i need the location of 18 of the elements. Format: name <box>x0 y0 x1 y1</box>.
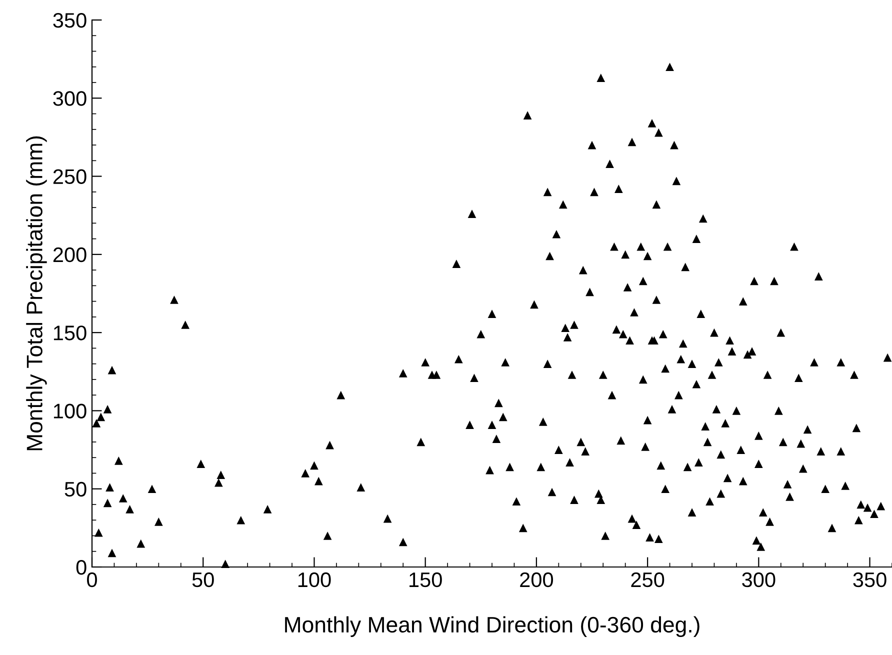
x-tick-label: 300 <box>742 572 776 588</box>
y-tick-label: 100 <box>54 404 86 418</box>
y-tick-label: 150 <box>54 326 86 340</box>
y-tick-label: 300 <box>53 91 86 106</box>
x-tick-label: 200 <box>520 572 554 588</box>
x-axis-title: Monthly Mean Wind Direction (0-360 deg.) <box>285 616 700 637</box>
x-tick-label: 0 <box>87 572 97 588</box>
x-tick-label: 250 <box>631 572 664 588</box>
y-tick-label: 0 <box>76 560 86 575</box>
y-tick-label: 350 <box>53 13 86 28</box>
x-tick-label: 50 <box>192 572 214 588</box>
y-tick-label: 50 <box>64 482 86 497</box>
x-tick-label: 150 <box>410 572 442 588</box>
x-tick-label: 100 <box>298 572 331 588</box>
x-tick-label: 350 <box>853 572 886 588</box>
y-tick-label: 200 <box>53 247 86 262</box>
y-axis-title: Monthly Total Precipitation (mm) <box>26 136 47 450</box>
y-tick-label: 250 <box>53 169 86 184</box>
